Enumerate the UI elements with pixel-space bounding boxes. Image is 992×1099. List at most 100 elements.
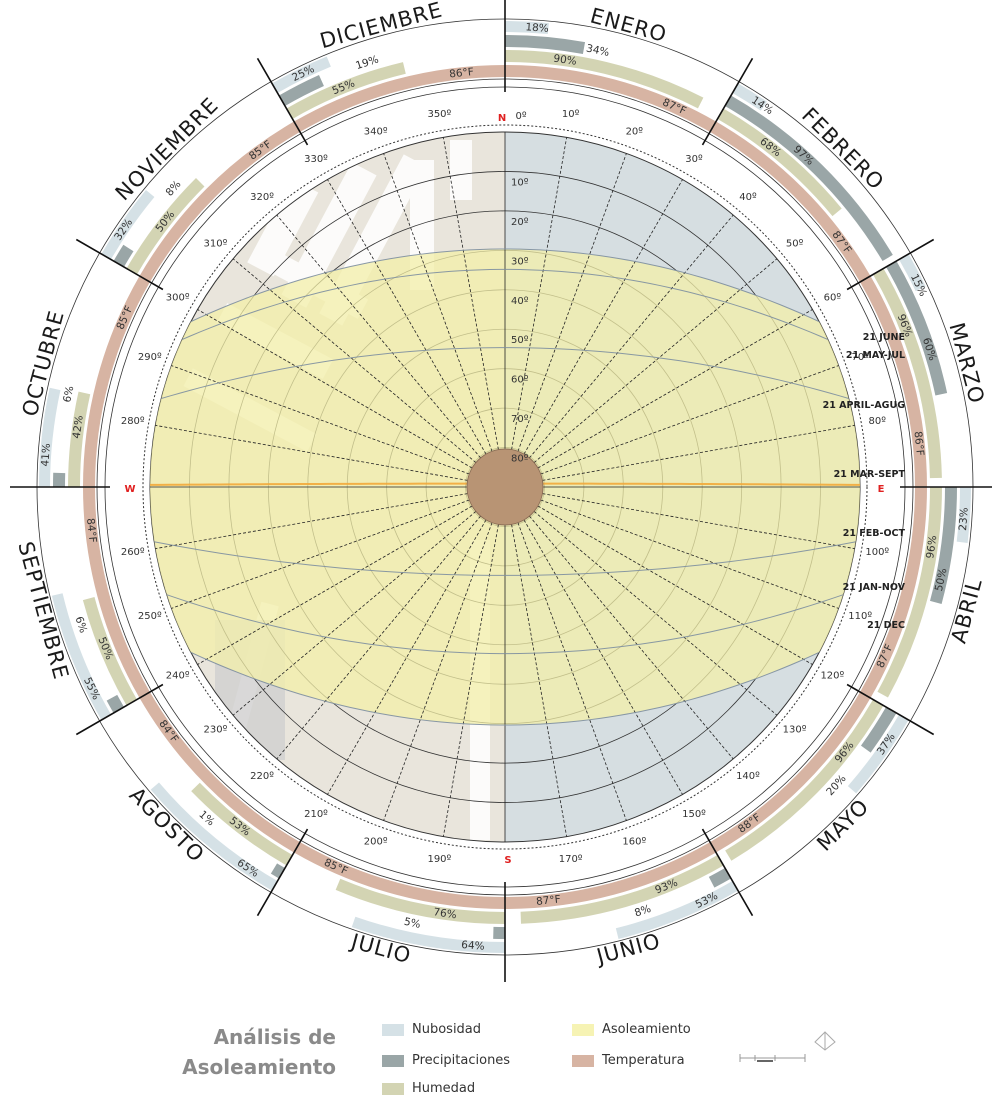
altitude-label: 30º [511,256,529,267]
azimuth-line [327,179,487,455]
azimuth-line [542,493,855,550]
cloud-segment-mayo [847,714,909,794]
azimuth-line [523,519,683,795]
sun-path-curve [150,584,860,655]
precip-segment-febrero [725,95,893,262]
azimuth-label: 80º [869,416,887,427]
precipitation-ring [53,35,957,939]
azimuth-line [155,424,468,481]
precip-value-septiembre: 6% [73,615,90,635]
month-divider [701,828,754,917]
azimuth-line [171,499,470,609]
month-divider [846,683,935,736]
cloud-value-julio: 64% [461,939,485,953]
humidity-segment-marzo [873,268,942,479]
azimuth-line [511,137,568,450]
temperature-segment-diciembre [294,65,505,132]
legend-swatch-temperature [572,1054,594,1067]
azimuth-label: 160º [622,837,646,848]
altitude-label: 70º [511,414,529,425]
azimuth-line [232,511,477,716]
cloud-segment-abril [956,487,971,543]
humidity-value-abril: 96% [924,535,939,560]
azimuth-label: 50º [786,239,804,250]
azimuth-line [197,309,473,469]
precip-value-junio: 8% [633,903,653,920]
legend-swatch-cloud [382,1023,404,1036]
precip-segment-junio [708,868,731,888]
temperature-segment-mayo [710,692,871,853]
temperature-segment-febrero [710,121,871,282]
precip-value-abril: 50% [933,567,950,592]
azimuth-label: 30º [685,154,703,165]
azimuth-label: 40º [739,192,757,203]
azimuth-line [542,424,855,481]
precip-segment-marzo [886,261,948,396]
azimuth-label: 20º [626,126,644,137]
azimuth-label: 190º [427,854,451,865]
cloud-segment-marzo [899,254,926,292]
temp-value-junio: 87°F [536,893,562,908]
azimuth-label: 320º [250,192,274,203]
temp-value-diciembre: 86°F [449,66,475,81]
azimuth-label: 230º [204,724,228,735]
azimuth-line [442,524,499,837]
legend-swatch-precip [382,1054,404,1067]
sun-path-curve [150,248,860,348]
altitude-label: 10º [511,177,529,188]
azimuth-label: 100º [865,547,889,558]
temp-value-julio: 85°F [322,857,349,878]
azimuth-label: 120º [820,671,844,682]
cloud-segment-junio [615,881,738,939]
altitude-label: 40º [511,296,529,307]
azimuth-label: 200º [364,837,388,848]
azimuth-line [383,522,493,821]
temp-value-marzo: 86°F [911,431,926,457]
precip-value-enero: 34% [585,42,610,59]
azimuth-line [442,137,499,450]
month-divider [75,238,164,291]
sun-path-diagram: 18%34%90%87°F 14%97%68%87°F15%60%96%86°F2… [10,0,992,982]
legend-title: Análisis de Asoleamiento [150,1022,336,1082]
azimuth-line [155,493,468,550]
legend-item-sun: Asoleamiento [572,1022,691,1037]
azimuth-line [511,524,568,837]
azimuth-label: 0º [515,111,526,122]
temp-value-octubre: 85°F [114,304,135,331]
sun-path-label: 21 DEC [867,620,905,631]
sun-path-curve [150,538,860,576]
sun-path-label: 21 JAN-NOV [843,582,906,593]
azimuth-line [529,515,734,760]
azimuth-lines [150,132,860,842]
cloud-value-septiembre: 55% [81,676,102,702]
legend-title-line2: Asoleamiento [182,1055,336,1079]
azimuth-label: 130º [783,724,807,735]
sun-path-curve [150,268,860,360]
azimuth-label: 310º [204,239,228,250]
precip-segment-julio [493,926,505,939]
cloud-ring [39,21,971,953]
precip-segment-diciembre [279,75,324,106]
precip-segment-noviembre [113,244,134,267]
legend-item-temperature: Temperatura [572,1053,685,1068]
humidity-segment-octubre [68,391,91,487]
azimuth-line [533,258,778,463]
month-label-enero: ENERO [588,4,670,47]
humidity-segment-mayo [725,699,884,861]
precip-value-octubre: 6% [61,385,76,404]
sun-path-label: 21 MAY-JUL [846,350,905,361]
legend-item-cloud: Nubosidad [382,1022,481,1037]
humidity-value-enero: 90% [553,53,578,68]
azimuth-line [533,511,778,716]
humidity-segment-enero [505,50,704,109]
azimuth-label: 210º [304,809,328,820]
azimuth-line [537,309,813,469]
temperature-segment-enero [505,65,716,132]
temperature-segment-julio [294,842,505,909]
humidity-segment-septiembre [82,596,137,706]
azimuth-label: 350º [427,109,451,120]
sun-path-label: 21 APRIL-AGUG [823,400,906,411]
legend-swatch-humidity [382,1082,404,1095]
legend-title-line1: Análisis de [213,1025,336,1049]
scale-bar-and-north-arrow [739,1031,836,1062]
